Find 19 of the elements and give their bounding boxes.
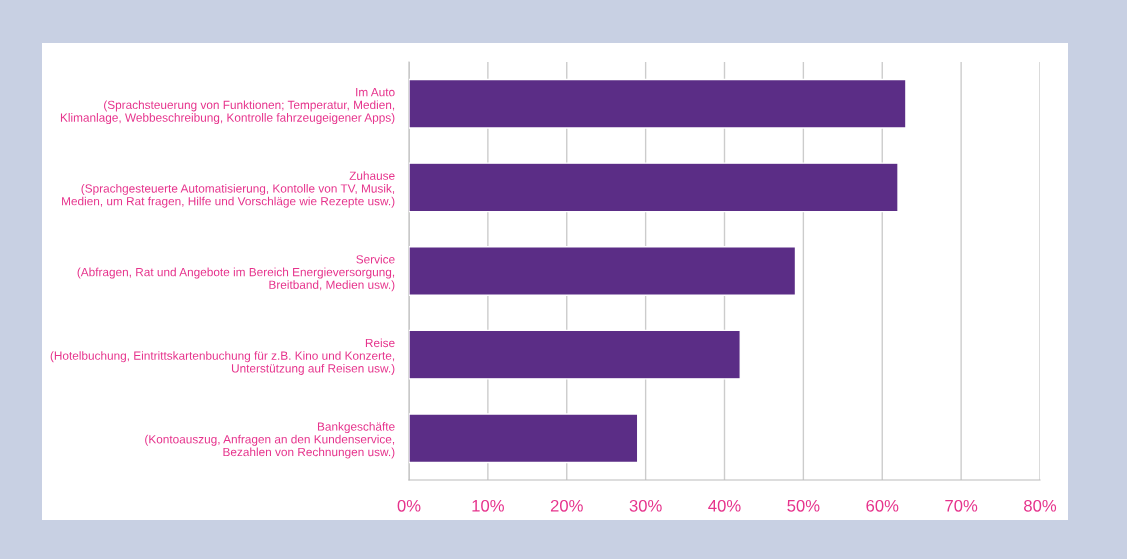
y-tick-label: Service (Abfragen, Rat und Angebote im Bereich Energieversorgung, Breitband, Medien usw.)	[77, 254, 395, 292]
y-tick-label: Reise (Hotelbuchung, Eintrittskartenbuchung für z.B. Kino und Konzerte, Unterstützung auf Reisen usw.)	[50, 338, 395, 375]
x-tick-label: 0%	[397, 499, 421, 512]
y-tick-label: Zuhause (Sprachgesteuerte Automatisierung, Kontolle von TV, Musik, Medien, um Rat fragen, Hilfe und Vorschläge wie Rezepte usw.)	[62, 171, 395, 208]
y-tick-label: Bankgeschäfte (Kontoauszug, Anfragen an den Kundenservice, Bezahlen von Rechnungen usw.)	[145, 422, 395, 459]
bar	[409, 78, 907, 129]
x-tick-label: 40%	[708, 499, 741, 512]
x-tick-label: 60%	[866, 499, 899, 512]
x-tick-label: 20%	[550, 499, 583, 512]
x-tick-label: 80%	[1024, 499, 1057, 512]
bar	[409, 162, 899, 213]
x-tick-label: 30%	[629, 499, 662, 512]
y-tick-label: Im Auto (Sprachsteuerung von Funktionen; Temperatur, Medien, Klimanlage, Webbeschreibung, Kontrolle fahrzeugeigener Apps)	[60, 88, 395, 125]
bar	[409, 413, 639, 464]
bar	[409, 246, 797, 296]
x-tick-label: 70%	[945, 499, 978, 512]
x-tick-label: 10%	[472, 499, 504, 512]
bar	[409, 329, 741, 380]
x-tick-label: 50%	[787, 499, 820, 512]
